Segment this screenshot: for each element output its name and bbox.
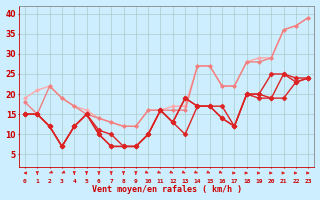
X-axis label: Vent moyen/en rafales ( km/h ): Vent moyen/en rafales ( km/h )	[92, 185, 242, 194]
